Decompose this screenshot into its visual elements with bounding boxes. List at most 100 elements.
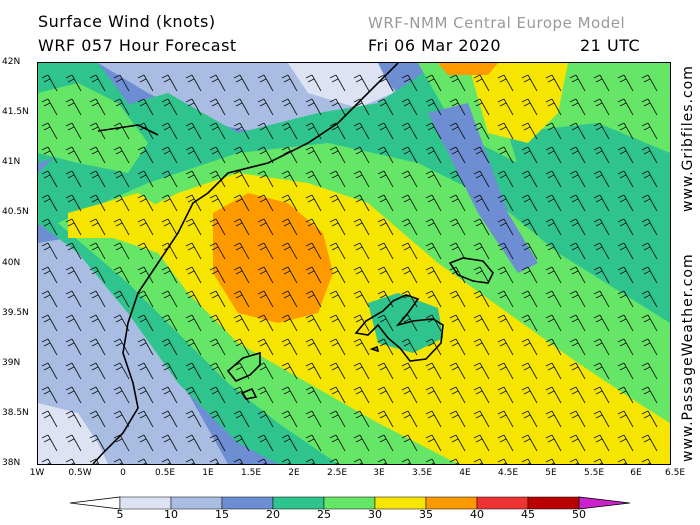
model-name: WRF-NMM Central Europe Model — [368, 14, 626, 32]
lon-label-3-5e: 3.5E — [412, 468, 432, 478]
wind-barb — [473, 362, 490, 380]
wind-barb — [449, 290, 466, 308]
wind-barb — [161, 434, 178, 452]
wind-barb — [353, 386, 370, 404]
colorbar-label-10: 10 — [164, 508, 178, 521]
wind-barb — [137, 218, 154, 236]
wind-barb — [473, 434, 490, 452]
wind-barb — [89, 194, 106, 212]
wind-barb — [521, 314, 538, 332]
wind-barb — [281, 98, 298, 116]
wind-barb — [617, 362, 634, 380]
spain-coastline — [92, 63, 399, 464]
wind-barb — [497, 194, 514, 212]
wind-barb — [233, 194, 250, 212]
wind-barb — [137, 98, 154, 116]
wind-barb — [617, 314, 634, 332]
wind-barb — [281, 314, 298, 332]
colorbar-label-20: 20 — [266, 508, 280, 521]
forecast-date: Fri 06 Mar 2020 — [368, 36, 502, 55]
wind-barb — [377, 74, 394, 92]
wind-barb — [497, 146, 514, 164]
wind-barb — [425, 218, 442, 236]
wind-barb — [425, 170, 442, 188]
wind-barb — [65, 146, 82, 164]
wind-barb — [521, 170, 538, 188]
wind-barb — [41, 146, 58, 164]
wind-barb — [209, 146, 226, 164]
wind-barb — [377, 98, 394, 116]
wind-barb — [89, 218, 106, 236]
wind-barb — [545, 194, 562, 212]
lon-label-4e: 4E — [459, 468, 471, 478]
wind-barb — [377, 170, 394, 188]
wind-barb — [257, 194, 274, 212]
wind-barb — [113, 218, 130, 236]
wind-barb — [593, 386, 610, 404]
wind-barb — [65, 218, 82, 236]
wind-barb — [569, 122, 586, 140]
wind-barb — [209, 410, 226, 428]
wind-barb — [89, 458, 100, 464]
wind-barb — [473, 242, 490, 260]
wind-barb — [65, 170, 82, 188]
lat-label-40n: 40N — [2, 258, 21, 268]
wind-barb — [377, 314, 394, 332]
wind-barb — [65, 98, 82, 116]
wind-barb — [185, 386, 202, 404]
wind-barb — [41, 338, 58, 356]
wind-barb — [209, 386, 226, 404]
wind-barb — [89, 74, 106, 92]
wind-barb — [281, 170, 298, 188]
wind-barb — [377, 362, 394, 380]
wind-barb — [497, 122, 514, 140]
wind-barb — [497, 434, 514, 452]
wind-barb — [353, 194, 370, 212]
wind-barb — [41, 74, 58, 92]
wind-barb — [401, 410, 418, 428]
wind-barb — [617, 218, 634, 236]
wind-barb — [569, 218, 586, 236]
wind-barb — [449, 194, 466, 212]
passageweather-url: www.PassageWeather.com — [680, 253, 696, 462]
wind-barb — [593, 362, 610, 380]
wind-barb — [545, 362, 562, 380]
wind-barb — [593, 170, 610, 188]
colorbar-label-45: 45 — [521, 508, 535, 521]
wind-barb — [401, 362, 418, 380]
wind-barb — [353, 242, 370, 260]
wind-barb — [209, 314, 226, 332]
wind-barb — [233, 98, 250, 116]
wind-barb — [113, 170, 130, 188]
wind-barb — [257, 242, 274, 260]
wind-barb — [281, 74, 298, 92]
wind-barb — [449, 146, 466, 164]
wind-barb — [329, 410, 346, 428]
wind-barb — [161, 194, 178, 212]
wind-barb — [401, 386, 418, 404]
wind-barb — [377, 146, 394, 164]
wind-barb — [41, 362, 58, 380]
wind-barb — [137, 434, 154, 452]
wind-barbs — [41, 74, 658, 464]
wind-barb — [593, 122, 610, 140]
wind-barb — [641, 290, 658, 308]
wind-barb — [521, 146, 538, 164]
wind-barb — [281, 290, 298, 308]
lon-label-0: 0 — [120, 468, 126, 478]
wind-barb — [65, 314, 82, 332]
wind-barb — [449, 218, 466, 236]
wind-barb — [593, 146, 610, 164]
wind-barb — [569, 170, 586, 188]
wind-barb — [305, 98, 322, 116]
wind-barb — [137, 386, 154, 404]
wind-barb — [593, 290, 610, 308]
wind-barb — [305, 194, 322, 212]
wind-barb — [41, 266, 58, 284]
wind-barb — [545, 98, 562, 116]
wind-barb — [257, 74, 274, 92]
wind-barb — [449, 458, 460, 464]
wind-barb — [233, 74, 250, 92]
wind-barb — [65, 434, 82, 452]
lon-label-5-5e: 5.5E — [584, 468, 604, 478]
